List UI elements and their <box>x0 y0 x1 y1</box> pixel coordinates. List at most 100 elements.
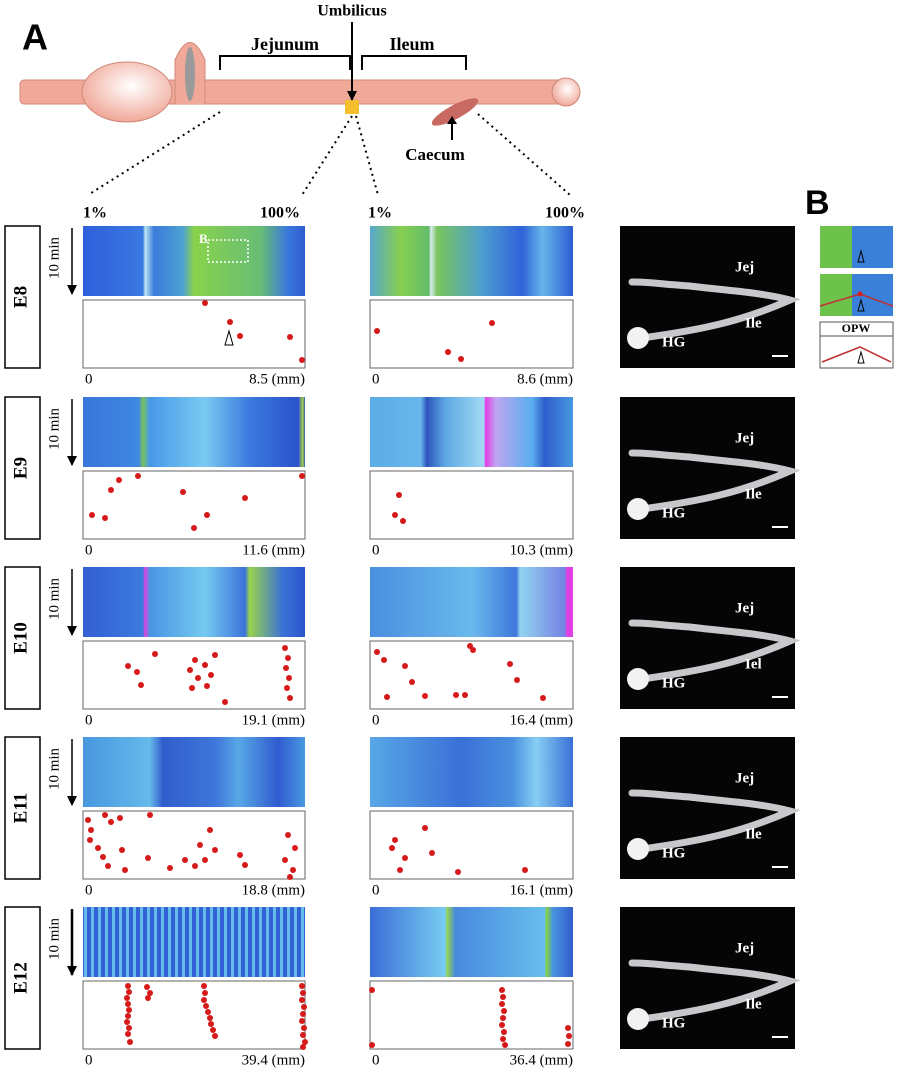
scatter-box <box>82 299 306 369</box>
scale-bar <box>772 696 788 698</box>
scale-bar <box>772 866 788 868</box>
arrowhead-marker <box>224 329 234 346</box>
opw-box <box>819 321 894 369</box>
kymograph-sheen <box>83 226 305 296</box>
opw-peak <box>857 291 863 297</box>
photo-label: Jej <box>735 430 754 446</box>
axis-end: 16.1 (mm) <box>510 882 573 898</box>
umbilicus-label: Umbilicus <box>317 3 386 20</box>
intestine <box>628 959 801 1023</box>
photo-label: Jej <box>735 770 754 786</box>
photo-label: Ile <box>745 315 762 331</box>
time-label: 10 min <box>46 577 62 620</box>
stage-label: E12 <box>10 962 31 994</box>
scatter-box <box>369 299 574 369</box>
kymograph-sheen <box>370 397 573 467</box>
umbilicus-mark <box>345 100 359 114</box>
axis-start: 0 <box>372 882 380 898</box>
dotted-guides <box>87 111 571 196</box>
kymograph <box>370 567 573 637</box>
axis-start: 0 <box>85 1052 93 1068</box>
percent-label: 100% <box>545 205 585 222</box>
axis-start: 0 <box>372 542 380 558</box>
brackets <box>219 55 467 70</box>
ileum-label: Ileum <box>390 34 435 54</box>
kymograph <box>83 397 305 467</box>
axis-end: 8.5 (mm) <box>249 371 305 387</box>
kymograph <box>370 397 573 467</box>
stage-box <box>4 225 41 369</box>
kymograph <box>370 737 573 807</box>
photo-label: Iel <box>745 656 762 672</box>
pancreas <box>185 47 195 101</box>
kymograph-sheen <box>83 737 305 807</box>
scatter-box <box>369 470 574 540</box>
inset-box <box>207 239 249 263</box>
scale-bar <box>772 355 788 357</box>
intestine <box>628 619 801 683</box>
photo-label: Ile <box>745 826 762 842</box>
kymograph <box>83 226 305 296</box>
caecum-label: Caecum <box>405 145 464 164</box>
inset-kymo-green <box>820 274 852 316</box>
time-label: 10 min <box>46 236 62 279</box>
scatter-box <box>369 980 574 1050</box>
panel-label: B <box>805 184 830 222</box>
scatter-box <box>369 810 574 880</box>
axis-end: 10.3 (mm) <box>510 542 573 558</box>
stage-box <box>4 566 41 710</box>
scatter-box <box>369 640 574 710</box>
stage-box <box>4 396 41 540</box>
stage-label: E11 <box>10 793 31 824</box>
photo-label: Jej <box>735 940 754 956</box>
kymograph-sheen <box>370 226 573 296</box>
axis-start: 0 <box>372 1052 380 1068</box>
kymograph <box>83 737 305 807</box>
kymograph-sheen <box>83 907 305 977</box>
scatter-box <box>82 470 306 540</box>
hindgut-blob <box>627 1008 649 1030</box>
inset-label: B <box>199 231 208 246</box>
stage-box <box>4 736 41 880</box>
hindgut-blob <box>627 327 649 349</box>
percent-label: 1% <box>368 205 392 222</box>
kymograph-sheen <box>370 567 573 637</box>
photo-label: HG <box>662 675 686 691</box>
axis-end: 19.1 (mm) <box>242 712 305 728</box>
axis-end: 8.6 (mm) <box>517 371 573 387</box>
event-dots <box>85 300 572 1050</box>
caecum <box>431 98 479 126</box>
hindgut-blob <box>627 668 649 690</box>
photo-label: Jej <box>735 259 754 275</box>
axis-end: 16.4 (mm) <box>510 712 573 728</box>
photo-label: HG <box>662 845 686 861</box>
axis-start: 0 <box>85 882 93 898</box>
percent-label: 1% <box>83 205 107 222</box>
axis-end: 18.8 (mm) <box>242 882 305 898</box>
inset-kymo-green <box>820 226 852 268</box>
caecum-arrowhead <box>447 116 457 124</box>
photo-label: HG <box>662 505 686 521</box>
axis-start: 0 <box>85 542 93 558</box>
photo-label: Ile <box>745 996 762 1012</box>
inset-arrowheads <box>857 249 865 364</box>
stage-label: E9 <box>10 457 31 479</box>
kymograph <box>83 567 305 637</box>
axis-start: 0 <box>372 371 380 387</box>
hindgut-blob <box>627 498 649 520</box>
axis-start: 0 <box>372 712 380 728</box>
stage-label: E8 <box>10 286 31 308</box>
panel-label: A <box>22 17 48 58</box>
hindgut-blob <box>627 838 649 860</box>
intestine <box>628 449 801 513</box>
photo-label: HG <box>662 334 686 350</box>
kymograph-sheen <box>83 397 305 467</box>
colon-end <box>551 77 581 107</box>
time-label: 10 min <box>46 747 62 790</box>
row: E10 10 min 0 19.1 (mm) 0 16.4 (mm) Jej Iel HG <box>4 566 801 728</box>
kymograph-sheen <box>83 567 305 637</box>
row: E8 10 min 0 8.5 (mm) 0 8.6 (mm) Jej Ile HG <box>4 225 801 387</box>
kymograph <box>370 226 573 296</box>
axis-end: 39.4 (mm) <box>242 1052 305 1068</box>
